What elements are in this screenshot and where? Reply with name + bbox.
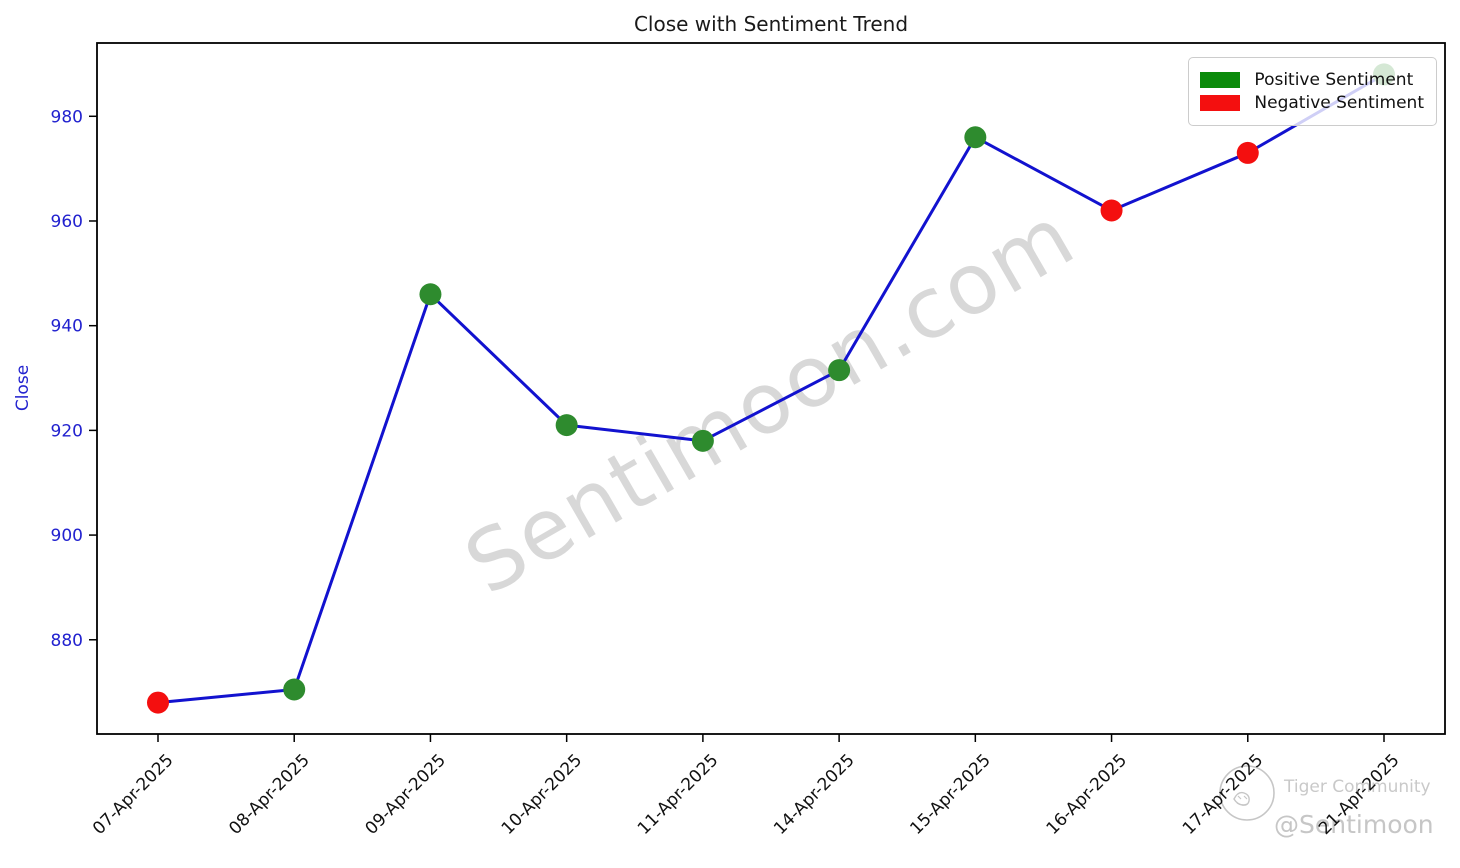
close-trend-line (157, 73, 1385, 705)
x-tick-label: 10-Apr-2025 (498, 750, 586, 838)
legend: Positive Sentiment Negative Sentiment (1188, 57, 1437, 126)
tiger-logo-icon (1219, 765, 1275, 821)
y-tick-label: 980 (51, 107, 83, 127)
y-axis-label: Close (13, 364, 33, 412)
y-tick-label: 880 (51, 631, 83, 651)
legend-label-positive: Positive Sentiment (1254, 70, 1414, 90)
y-tick-label: 920 (51, 421, 83, 441)
x-tick-label: 08-Apr-2025 (225, 750, 313, 838)
x-tick-label: 15-Apr-2025 (906, 750, 994, 838)
x-tick-label: 16-Apr-2025 (1043, 750, 1131, 838)
x-tick-label: 09-Apr-2025 (362, 750, 450, 838)
legend-label-negative: Negative Sentiment (1254, 93, 1424, 113)
positive-sentiment-marker (828, 359, 851, 382)
positive-sentiment-marker (691, 429, 714, 452)
x-tick-label: 17-Apr-2025 (1179, 750, 1267, 838)
negative-sentiment-marker (147, 691, 169, 714)
x-tick-label: 14-Apr-2025 (770, 750, 858, 838)
positive-sentiment-marker (283, 678, 306, 701)
y-tick-label: 900 (51, 526, 83, 546)
y-tick-label: 960 (51, 212, 83, 232)
positive-sentiment-marker (419, 283, 442, 306)
legend-item-positive: Positive Sentiment (1200, 70, 1424, 90)
negative-sentiment-swatch (1200, 95, 1241, 111)
chart-title: Close with Sentiment Trend (633, 12, 909, 36)
negative-sentiment-marker (1236, 141, 1259, 164)
watermark-brand-text: Tiger Community (1284, 777, 1431, 797)
positive-sentiment-marker (555, 414, 578, 437)
negative-sentiment-marker (1100, 199, 1123, 222)
watermark-tiger-community: Tiger Community @Sentimoon (1218, 763, 1434, 839)
x-tick-label: 07-Apr-2025 (89, 750, 177, 838)
legend-item-negative: Negative Sentiment (1200, 93, 1424, 113)
positive-sentiment-swatch (1200, 72, 1241, 88)
plot-frame (96, 42, 1446, 735)
x-tick-label: 21-Apr-2025 (1315, 750, 1403, 838)
y-tick-label: 940 (51, 317, 83, 337)
x-tick-label: 11-Apr-2025 (634, 750, 722, 838)
positive-sentiment-marker (964, 126, 987, 149)
watermark-handle-text: @Sentimoon (1274, 810, 1434, 839)
